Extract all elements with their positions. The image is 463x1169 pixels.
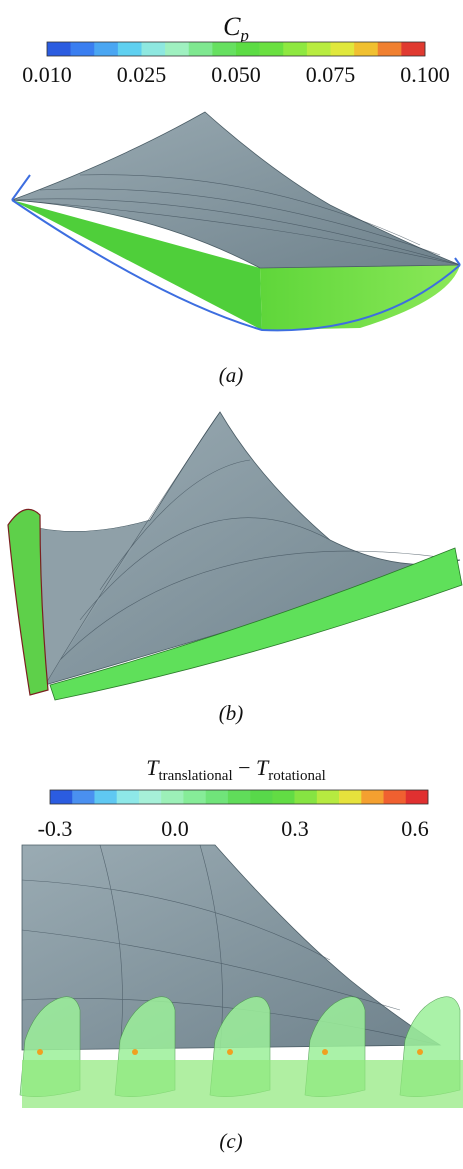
node (322, 1049, 328, 1055)
surface-b (8, 412, 462, 700)
color-swatch (228, 790, 251, 804)
color-swatch (401, 42, 425, 56)
color-swatch (117, 790, 140, 804)
color-swatch (47, 42, 71, 56)
color-swatch (406, 790, 429, 804)
panel-label: (b) (219, 701, 244, 725)
colorbar-tick-label: 0.3 (281, 816, 309, 841)
colorbar-ticks: -0.3 0.0 0.3 0.6 (38, 816, 429, 841)
color-swatch (283, 42, 307, 56)
node (227, 1049, 233, 1055)
color-swatch (212, 42, 236, 56)
panel-label: (a) (219, 363, 244, 387)
color-swatch (50, 790, 73, 804)
color-swatch (72, 790, 95, 804)
color-swatch (272, 790, 295, 804)
colorbar (47, 42, 425, 56)
top-surface (12, 112, 460, 268)
color-swatch (94, 790, 117, 804)
color-swatch (378, 42, 402, 56)
colorbar-tick-label: -0.3 (38, 816, 73, 841)
colorbar-title: Ttranslational − Trotational (146, 755, 326, 784)
colorbar-tick-label: 0.6 (401, 816, 429, 841)
color-swatch (317, 790, 340, 804)
base (22, 1060, 463, 1108)
symbol: C (223, 12, 241, 41)
color-swatch (94, 42, 118, 56)
color-swatch (71, 42, 95, 56)
panel-label: (c) (219, 1129, 242, 1153)
color-swatch (206, 790, 229, 804)
colorbar-ticks: 0.010 0.025 0.050 0.075 0.100 (22, 62, 450, 87)
color-swatch (142, 42, 166, 56)
color-swatch (165, 42, 189, 56)
color-swatch (118, 42, 142, 56)
color-swatch (384, 790, 407, 804)
color-swatch (295, 790, 318, 804)
color-swatch (236, 42, 260, 56)
color-swatch (250, 790, 273, 804)
color-swatch (161, 790, 184, 804)
color-swatch (354, 42, 378, 56)
color-swatch (331, 42, 355, 56)
colorbar-tick-label: 0.075 (306, 62, 356, 87)
color-swatch (260, 42, 284, 56)
figure-canvas: Cp 0.010 0.025 0.050 0.075 0.100 (a) (b) Ttr… (0, 0, 463, 1169)
color-swatch (307, 42, 331, 56)
colorbar-title: Cp (223, 12, 249, 45)
colorbar (50, 790, 428, 804)
node (37, 1049, 43, 1055)
color-swatch (183, 790, 206, 804)
surface-c (20, 845, 463, 1108)
color-swatch (189, 42, 213, 56)
colorbar-tick-label: 0.050 (211, 62, 261, 87)
subscript: translational (158, 768, 232, 784)
subscript: rotational (268, 768, 325, 784)
colorbar-tick-label: 0.025 (117, 62, 167, 87)
node (417, 1049, 423, 1055)
color-swatch (339, 790, 362, 804)
color-swatch (361, 790, 384, 804)
colorbar-tick-label: 0.010 (22, 62, 72, 87)
operator: − (233, 755, 256, 780)
surface-a (12, 112, 460, 330)
color-swatch (139, 790, 162, 804)
colorbar-tick-label: 0.0 (161, 816, 189, 841)
node (132, 1049, 138, 1055)
figure: Cp 0.010 0.025 0.050 0.075 0.100 (a) (b) Ttr… (0, 0, 463, 1169)
colorbar-tick-label: 0.100 (400, 62, 450, 87)
